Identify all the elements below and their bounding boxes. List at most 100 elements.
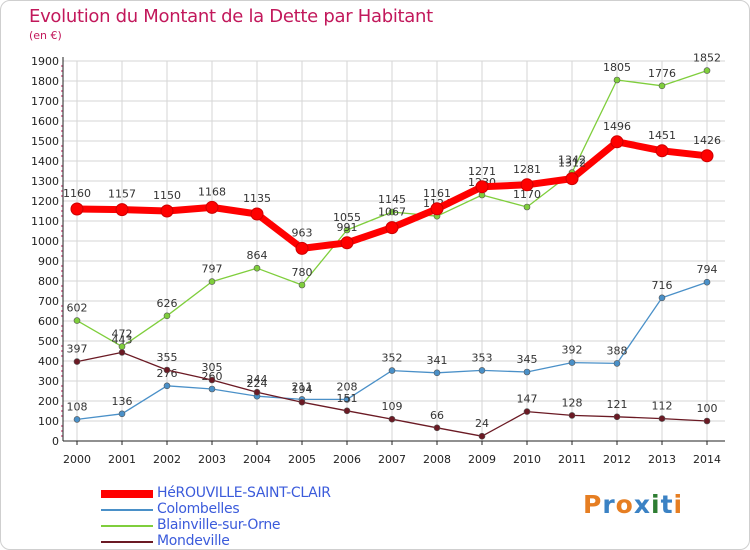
data-label: 388 <box>607 344 628 357</box>
data-label: 208 <box>337 380 358 393</box>
data-label: 147 <box>517 393 538 406</box>
data-label: 24 <box>475 417 489 430</box>
x-tick-label: 2000 <box>63 453 91 466</box>
y-tick-label: 1500 <box>31 135 59 148</box>
data-point <box>163 366 171 374</box>
data-point <box>205 200 219 214</box>
data-label: 1426 <box>693 134 721 147</box>
data-label: 1145 <box>378 193 406 206</box>
data-point <box>115 203 129 217</box>
data-label: 1776 <box>648 67 676 80</box>
legend-swatch <box>101 490 153 498</box>
data-point <box>523 408 531 415</box>
series-3: 397 443 355 305 244 194 151 109 66 24 147 128 121 112… <box>67 333 718 440</box>
x-tick-label: 2009 <box>468 453 496 466</box>
data-point <box>520 178 534 192</box>
data-label: 397 <box>67 343 88 356</box>
y-tick-label: 200 <box>38 395 59 408</box>
data-point <box>298 398 306 406</box>
data-point <box>163 312 171 320</box>
y-tick-label: 1400 <box>31 155 59 168</box>
data-point <box>163 382 171 390</box>
data-point <box>523 368 531 376</box>
data-label: 963 <box>292 226 313 239</box>
y-tick-label: 1100 <box>31 215 59 228</box>
data-point <box>613 76 621 84</box>
y-tick-label: 700 <box>38 295 59 308</box>
data-label: 100 <box>697 402 718 415</box>
chart-title: Evolution du Montant de la Dette par Hab… <box>29 6 433 27</box>
data-label: 1852 <box>693 52 721 65</box>
data-point <box>610 135 624 149</box>
data-point <box>73 317 81 324</box>
data-label: 353 <box>472 351 493 364</box>
data-point <box>613 413 621 421</box>
chart-unit: (en €) <box>29 29 62 42</box>
data-point <box>700 149 714 163</box>
logo-letter: x <box>633 490 651 519</box>
data-label: 352 <box>382 352 403 365</box>
legend-swatch <box>101 525 153 527</box>
data-label: 112 <box>652 400 673 413</box>
data-point <box>340 236 354 250</box>
data-label: 1150 <box>153 189 181 202</box>
data-label: 797 <box>202 263 223 276</box>
x-tick-label: 2004 <box>243 453 271 466</box>
data-point <box>298 281 306 289</box>
y-tick-label: 500 <box>38 335 59 348</box>
data-label: 1496 <box>603 120 631 133</box>
data-point <box>658 415 666 422</box>
legend-swatch <box>101 509 153 511</box>
data-label: 121 <box>607 398 628 411</box>
x-tick-label: 2008 <box>423 453 451 466</box>
data-label: 1271 <box>468 165 496 178</box>
data-point <box>250 207 264 221</box>
data-point <box>703 417 711 425</box>
x-tick-label: 2002 <box>153 453 181 466</box>
data-point <box>70 202 84 216</box>
data-label: 1135 <box>243 192 271 205</box>
data-point <box>475 180 489 194</box>
data-label: 716 <box>652 279 673 292</box>
data-point <box>208 278 216 285</box>
data-label: 224 <box>247 377 268 390</box>
data-point <box>433 424 441 432</box>
x-tick-label: 2014 <box>693 453 721 466</box>
logo-letter: P <box>583 490 603 519</box>
logo-letter: i <box>651 490 661 519</box>
data-point <box>703 67 711 74</box>
logo-letter: i <box>673 490 684 519</box>
x-tick-label: 2013 <box>648 453 676 466</box>
data-label: 1312 <box>558 157 586 170</box>
x-tick-label: 2010 <box>513 453 541 466</box>
data-point <box>523 203 531 211</box>
y-tick-label: 1600 <box>31 115 59 128</box>
data-label: 864 <box>247 249 268 262</box>
legend-label: HéROUVILLE-SAINT-CLAIR <box>157 485 331 501</box>
y-tick-label: 1000 <box>31 235 59 248</box>
data-point <box>118 349 126 356</box>
data-point <box>430 202 444 216</box>
data-point <box>568 412 576 419</box>
data-point <box>478 432 486 440</box>
data-label: 602 <box>67 302 88 315</box>
data-point <box>208 376 216 384</box>
data-label: 244 <box>247 373 268 386</box>
data-label: 151 <box>337 392 358 405</box>
data-label: 1805 <box>603 61 631 74</box>
data-point <box>160 204 174 218</box>
data-label: 341 <box>427 354 448 367</box>
y-tick-label: 1300 <box>31 175 59 188</box>
y-tick-label: 1700 <box>31 95 59 108</box>
data-point <box>73 358 81 365</box>
data-point <box>343 407 351 415</box>
data-label: 211 <box>292 380 313 393</box>
data-label: 1055 <box>333 211 361 224</box>
data-label: 780 <box>292 266 313 279</box>
data-label: 1170 <box>513 188 541 201</box>
data-label: 1157 <box>108 188 136 201</box>
x-tick-label: 2006 <box>333 453 361 466</box>
legend-swatch <box>101 541 153 543</box>
data-label: 794 <box>697 263 718 276</box>
logo-letter: r <box>602 490 616 519</box>
